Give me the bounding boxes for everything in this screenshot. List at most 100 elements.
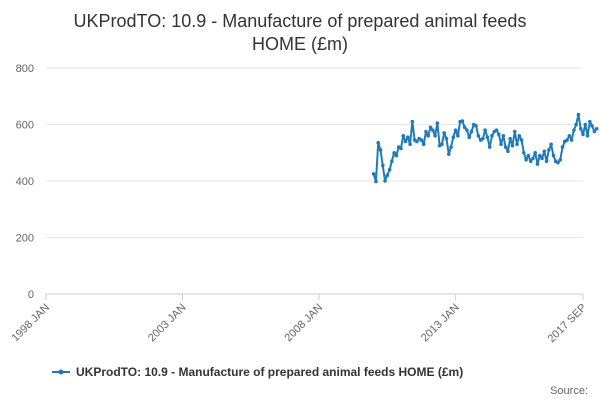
data-point[interactable] <box>415 139 419 144</box>
legend[interactable]: UKProdTO: 10.9 - Manufacture of prepared… <box>52 365 463 379</box>
data-point[interactable] <box>581 132 585 137</box>
data-point[interactable] <box>421 142 426 147</box>
data-point[interactable] <box>460 119 465 123</box>
data-point[interactable] <box>540 156 544 161</box>
data-point[interactable] <box>440 142 444 147</box>
data-point[interactable] <box>519 138 524 142</box>
data-point[interactable] <box>560 145 565 149</box>
y-tick-label: 600 <box>16 120 34 132</box>
data-point[interactable] <box>410 119 415 124</box>
data-point[interactable] <box>494 128 499 132</box>
data-point[interactable] <box>419 138 424 142</box>
data-point[interactable] <box>531 156 535 161</box>
data-point[interactable] <box>433 134 437 138</box>
data-point[interactable] <box>569 138 574 142</box>
data-point[interactable] <box>517 134 522 138</box>
data-point[interactable] <box>444 136 449 141</box>
data-point[interactable] <box>506 149 510 154</box>
data-point[interactable] <box>431 128 435 132</box>
data-point[interactable] <box>378 148 383 152</box>
data-point[interactable] <box>405 135 410 140</box>
data-point[interactable] <box>558 158 563 162</box>
data-point[interactable] <box>467 135 472 140</box>
data-point[interactable] <box>583 122 588 127</box>
y-tick-label: 0 <box>28 289 34 301</box>
data-point[interactable] <box>426 134 431 138</box>
data-point[interactable] <box>533 150 538 155</box>
data-point[interactable] <box>542 149 547 154</box>
data-point[interactable] <box>390 159 394 164</box>
data-point[interactable] <box>501 134 506 138</box>
data-point[interactable] <box>385 173 390 178</box>
data-point[interactable] <box>380 163 385 168</box>
data-point[interactable] <box>572 128 576 132</box>
data-point[interactable] <box>524 158 528 162</box>
data-point[interactable] <box>526 153 531 158</box>
data-point[interactable] <box>476 134 481 138</box>
data-point[interactable] <box>547 148 551 152</box>
data-point[interactable] <box>556 160 560 165</box>
data-point[interactable] <box>499 142 503 147</box>
data-point[interactable] <box>376 141 381 145</box>
data-point[interactable] <box>551 153 556 158</box>
data-point[interactable] <box>374 179 378 184</box>
data-point[interactable] <box>512 129 517 134</box>
data-point[interactable] <box>574 122 578 127</box>
data-point[interactable] <box>497 132 501 137</box>
data-point[interactable] <box>481 136 485 141</box>
data-point[interactable] <box>590 124 594 128</box>
data-point[interactable] <box>483 128 487 132</box>
data-point[interactable] <box>401 134 406 138</box>
data-point[interactable] <box>585 134 590 138</box>
data-point[interactable] <box>428 125 433 130</box>
data-point[interactable] <box>510 143 515 148</box>
data-point[interactable] <box>578 126 583 131</box>
data-point[interactable] <box>465 128 469 132</box>
y-tick-label: 400 <box>16 176 34 188</box>
data-point[interactable] <box>462 125 467 130</box>
data-point[interactable] <box>576 112 581 117</box>
data-point[interactable] <box>528 159 533 164</box>
data-point[interactable] <box>588 119 592 124</box>
data-point[interactable] <box>424 129 428 134</box>
data-point[interactable] <box>537 153 542 158</box>
data-point[interactable] <box>435 121 440 125</box>
data-point[interactable] <box>535 162 540 166</box>
data-point[interactable] <box>392 150 396 155</box>
data-point[interactable] <box>565 138 569 142</box>
chart-title-line-1: UKProdTO: 10.9 - Manufacture of prepared… <box>74 11 527 31</box>
data-point[interactable] <box>399 146 403 151</box>
y-axis-tick-labels: 0 200 400 600 800 <box>16 63 34 301</box>
data-point[interactable] <box>503 145 508 149</box>
data-point[interactable] <box>474 124 478 128</box>
source-label: Source: <box>550 385 588 397</box>
legend-label[interactable]: UKProdTO: 10.9 - Manufacture of prepared… <box>76 365 463 379</box>
data-point[interactable] <box>453 128 458 132</box>
data-point[interactable] <box>549 142 553 147</box>
data-point[interactable] <box>449 145 453 149</box>
data-point[interactable] <box>522 150 526 155</box>
data-point[interactable] <box>487 145 492 149</box>
data-point[interactable] <box>490 134 494 138</box>
data-point[interactable] <box>594 126 599 131</box>
data-point[interactable] <box>371 172 376 176</box>
data-point[interactable] <box>403 139 408 144</box>
data-point[interactable] <box>442 131 447 135</box>
data-point[interactable] <box>394 153 399 158</box>
data-point[interactable] <box>508 136 512 141</box>
data-point[interactable] <box>469 129 474 134</box>
data-point[interactable] <box>567 134 572 138</box>
data-point[interactable] <box>451 135 456 140</box>
data-point[interactable] <box>544 159 549 164</box>
data-point[interactable] <box>408 142 412 147</box>
data-point[interactable] <box>515 142 519 147</box>
data-point[interactable] <box>592 129 597 134</box>
data-point[interactable] <box>485 135 490 140</box>
data-point[interactable] <box>387 167 392 172</box>
series-group[interactable] <box>371 112 599 184</box>
data-point[interactable] <box>446 152 451 156</box>
x-tick-label: 2003 JAN <box>146 302 189 345</box>
data-point[interactable] <box>383 179 387 183</box>
data-point[interactable] <box>456 134 460 138</box>
